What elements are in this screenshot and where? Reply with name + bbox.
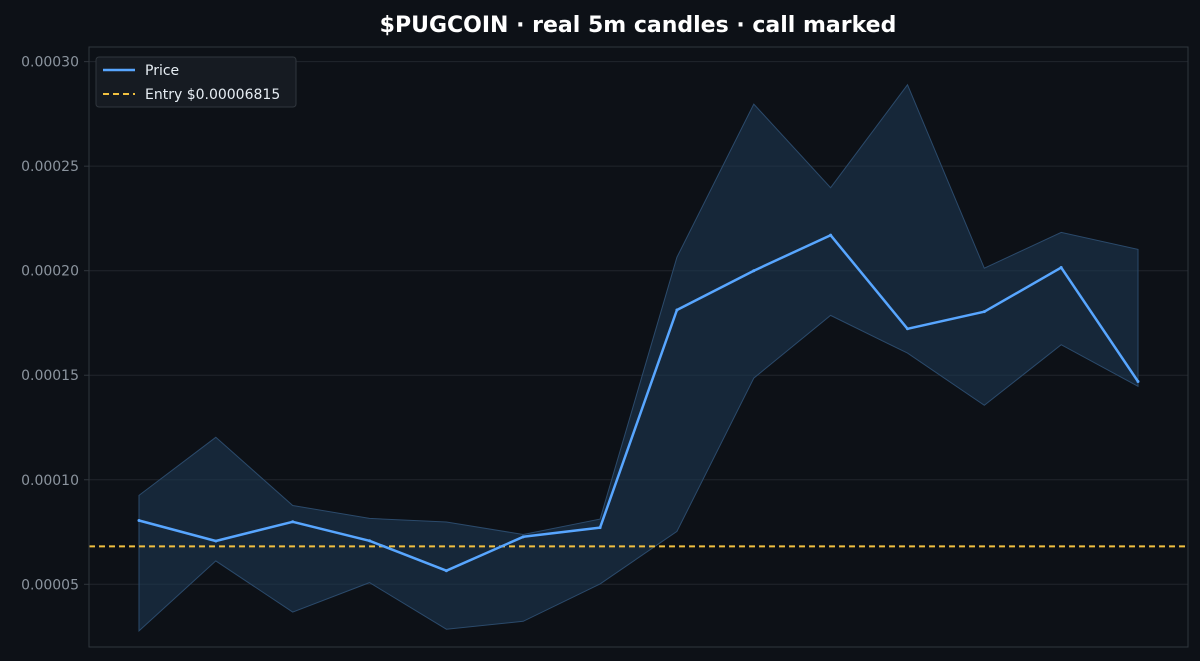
price-point (444, 569, 448, 573)
axis-layer: 0.00005 0.00010 0.00015 0.00020 0.00025 0.000… (21, 46, 1189, 648)
y-tick-label: 0.00005 (21, 577, 79, 593)
price-point (1059, 266, 1063, 270)
price-point (982, 310, 986, 314)
range-band-layer (138, 83, 1139, 633)
y-tick-label: 0.00030 (21, 55, 79, 71)
price-point (1136, 379, 1140, 383)
y-tick-label: 0.00015 (21, 368, 79, 384)
price-line (138, 233, 1140, 572)
chart-title: $PUGCOIN · real 5m candles · call marked (380, 13, 897, 38)
legend-price-label: Price (145, 63, 179, 79)
y-tick-label: 0.00025 (21, 159, 79, 175)
price-point (214, 539, 218, 543)
y-tick-label: 0.00020 (21, 264, 79, 280)
price-point (368, 539, 372, 543)
price-point (675, 308, 679, 312)
price-point (521, 535, 525, 539)
range-band (138, 83, 1139, 633)
plot-frame (88, 46, 1189, 648)
legend: Price Entry $0.00006815 (95, 56, 297, 108)
legend-entry-label: Entry $0.00006815 (145, 87, 280, 103)
price-line-layer (137, 233, 1140, 573)
price-point (905, 327, 909, 331)
y-tick-label: 0.00010 (21, 473, 79, 489)
price-point (598, 526, 602, 530)
legend-box (95, 56, 297, 108)
price-point (291, 520, 295, 524)
price-point (752, 269, 756, 273)
price-point (137, 519, 141, 523)
price-point (829, 233, 833, 237)
